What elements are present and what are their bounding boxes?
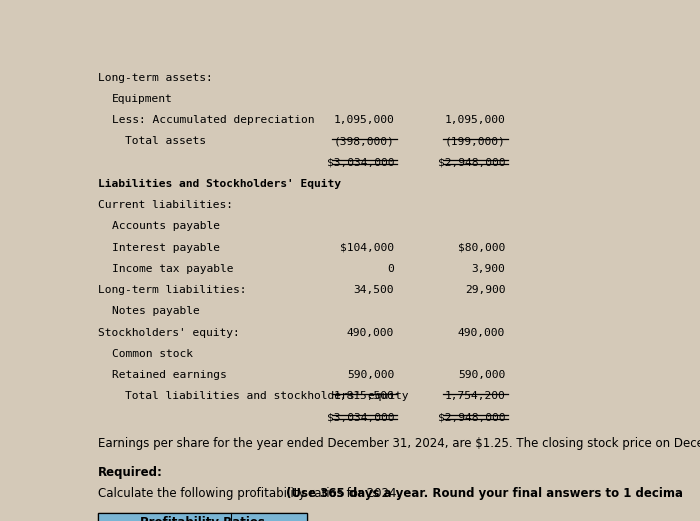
Text: (398,000): (398,000) [333, 137, 394, 146]
Text: 590,000: 590,000 [458, 370, 505, 380]
Text: $104,000: $104,000 [340, 243, 394, 253]
Text: Long-term assets:: Long-term assets: [98, 72, 213, 82]
Text: Profitability Ratios: Profitability Ratios [140, 516, 265, 521]
Text: 0: 0 [387, 264, 394, 274]
Text: Liabilities and Stockholders' Equity: Liabilities and Stockholders' Equity [98, 179, 342, 189]
FancyBboxPatch shape [98, 513, 307, 521]
Text: 1,095,000: 1,095,000 [333, 115, 394, 125]
Text: Total assets: Total assets [125, 137, 206, 146]
Text: Earnings per share for the year ended December 31, 2024, are $1.25. The closing : Earnings per share for the year ended De… [98, 437, 700, 450]
Text: Equipment: Equipment [112, 94, 173, 104]
Text: 490,000: 490,000 [346, 328, 394, 338]
Text: 590,000: 590,000 [346, 370, 394, 380]
FancyBboxPatch shape [98, 513, 307, 521]
Text: Accounts payable: Accounts payable [112, 221, 220, 231]
Text: 34,500: 34,500 [354, 285, 394, 295]
Text: $80,000: $80,000 [458, 243, 505, 253]
Text: Common stock: Common stock [112, 349, 193, 359]
Text: Notes payable: Notes payable [112, 306, 200, 316]
Text: Long-term liabilities:: Long-term liabilities: [98, 285, 247, 295]
Text: $3,034,000: $3,034,000 [326, 413, 394, 423]
Text: 1,815,500: 1,815,500 [333, 391, 394, 402]
Text: (Use 365 days a year. Round your final answers to 1 decima: (Use 365 days a year. Round your final a… [286, 487, 682, 500]
Text: Stockholders' equity:: Stockholders' equity: [98, 328, 240, 338]
Text: $2,948,000: $2,948,000 [438, 413, 505, 423]
Text: Income tax payable: Income tax payable [112, 264, 233, 274]
Text: Less: Accumulated depreciation: Less: Accumulated depreciation [112, 115, 314, 125]
Text: (199,000): (199,000) [444, 137, 505, 146]
Text: 490,000: 490,000 [458, 328, 505, 338]
Text: 29,900: 29,900 [465, 285, 505, 295]
Text: $2,948,000: $2,948,000 [438, 157, 505, 168]
Text: 1,754,200: 1,754,200 [444, 391, 505, 402]
Text: Current liabilities:: Current liabilities: [98, 200, 233, 210]
Text: Calculate the following profitability ratios for 2024.: Calculate the following profitability ra… [98, 487, 405, 500]
Text: Total liabilities and stockholders' equity: Total liabilities and stockholders' equi… [125, 391, 409, 402]
Text: 1,095,000: 1,095,000 [444, 115, 505, 125]
Text: 3,900: 3,900 [472, 264, 505, 274]
Text: Required:: Required: [98, 466, 163, 479]
Text: $3,034,000: $3,034,000 [326, 157, 394, 168]
Text: Retained earnings: Retained earnings [112, 370, 227, 380]
Text: Interest payable: Interest payable [112, 243, 220, 253]
